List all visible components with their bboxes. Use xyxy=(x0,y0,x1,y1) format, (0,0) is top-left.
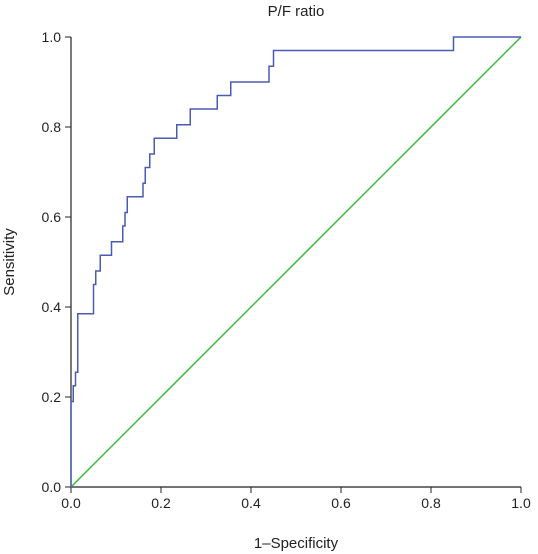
x-axis-label: 1–Specificity xyxy=(254,535,339,552)
y-tick-label: 0.0 xyxy=(42,479,62,495)
x-tick-label: 0.4 xyxy=(241,495,261,511)
x-tick-label: 0.6 xyxy=(331,495,351,511)
y-tick-label: 0.4 xyxy=(42,299,62,315)
x-tick-label: 0.0 xyxy=(61,495,81,511)
x-tick-label: 1.0 xyxy=(511,495,531,511)
x-tick-label: 0.8 xyxy=(421,495,441,511)
y-tick-label: 0.2 xyxy=(42,389,62,405)
y-axis-label: Sensitivity xyxy=(1,228,18,296)
x-tick-label: 0.2 xyxy=(151,495,171,511)
reference-diagonal-line xyxy=(70,36,522,488)
y-tick-label: 1.0 xyxy=(42,29,62,45)
y-tick-label: 0.6 xyxy=(42,209,62,225)
roc-curve-line xyxy=(70,36,521,487)
y-tick-label: 0.8 xyxy=(42,119,62,135)
chart-title: P/F ratio xyxy=(268,3,325,20)
plot-area: 0.0 0.2 0.4 0.6 0.8 1.0 0.0 0.2 0.4 0.6 0.8 1.0 xyxy=(42,29,531,511)
